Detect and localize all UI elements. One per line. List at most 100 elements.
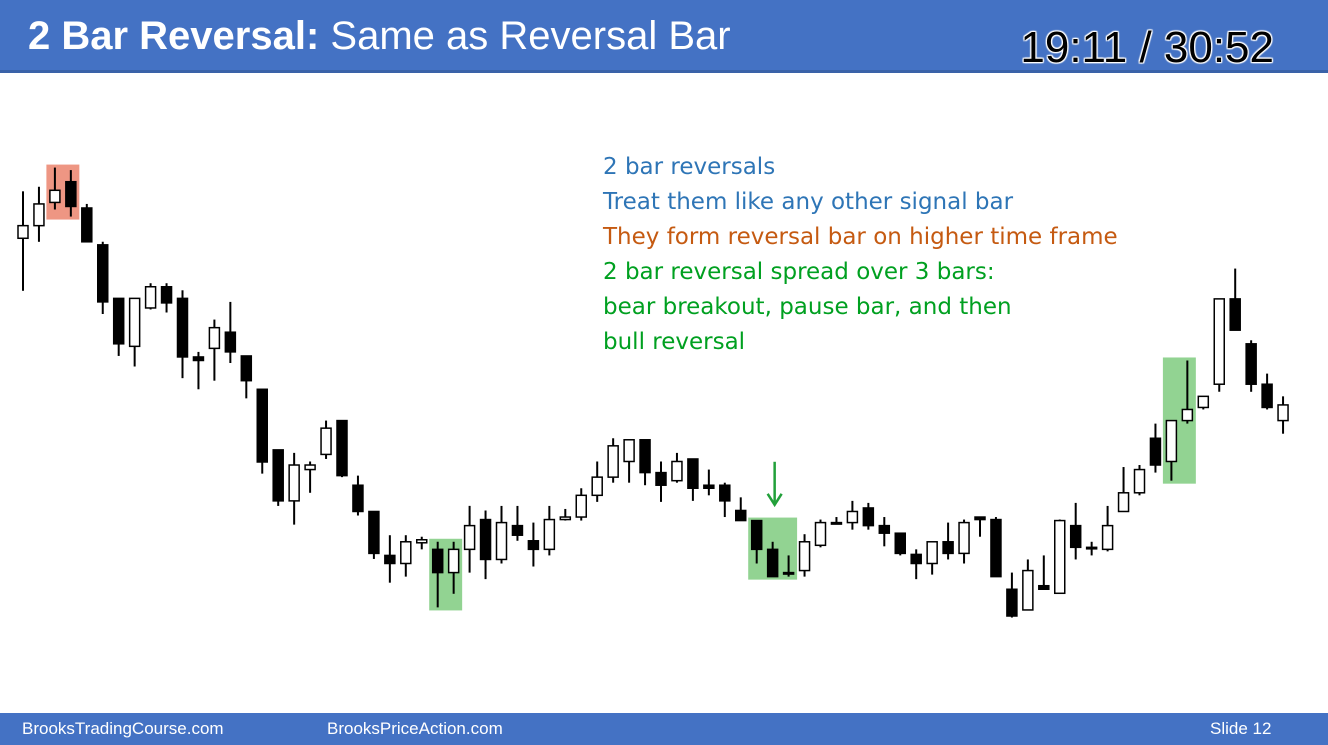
candle-24: [384, 535, 396, 583]
bull-candle-body: [591, 476, 603, 497]
bear-candle-body: [750, 519, 763, 551]
bear-candle-body: [1038, 584, 1050, 591]
bear-candle-body: [256, 388, 268, 463]
candle-75: [1197, 395, 1210, 410]
candle-51: [814, 519, 827, 548]
candle-1: [17, 191, 29, 291]
bear-candle-body: [1261, 383, 1273, 409]
bear-candle-body: [527, 540, 540, 551]
note-line-2: Treat them like any other signal bar: [603, 189, 1014, 215]
candle-15: [240, 355, 253, 399]
candle-3: [49, 167, 61, 210]
candle-39: [623, 439, 635, 483]
bull-candle-body: [304, 464, 316, 471]
title-bold: 2 Bar Reversal:: [28, 14, 320, 58]
bull-candle-body: [1022, 569, 1034, 611]
candle-49: [782, 555, 795, 577]
bear-candle-body: [639, 439, 651, 474]
bull-candle-body: [623, 439, 635, 463]
bear-candle-body: [176, 297, 189, 358]
candle-7: [112, 297, 125, 356]
bull-candle-body: [1117, 492, 1130, 513]
candle-13: [208, 319, 221, 381]
candle-16: [256, 388, 268, 474]
candle-65: [1038, 555, 1050, 591]
bear-candle-body: [1245, 343, 1257, 385]
slide-footer: BrooksTradingCourse.com BrooksPriceActio…: [0, 713, 1328, 745]
bull-candle-body: [782, 571, 795, 575]
bear-candle-body: [192, 356, 205, 362]
bull-candle-body: [607, 445, 619, 478]
candle-50: [798, 534, 811, 577]
bull-candle-body: [559, 516, 572, 521]
bear-candle-body: [687, 458, 699, 489]
candle-67: [1069, 502, 1082, 560]
bull-candle-body: [208, 326, 221, 350]
candle-33: [527, 522, 540, 567]
footer-left-link[interactable]: BrooksTradingCourse.com: [22, 719, 224, 738]
candle-61: [974, 516, 986, 537]
candle-77: [1229, 268, 1241, 331]
candle-25: [400, 535, 412, 577]
note-line-4: 2 bar reversal spread over 3 bars:: [603, 259, 995, 285]
footer-center-link[interactable]: BrooksPriceAction.com: [327, 719, 503, 738]
candle-66: [1054, 519, 1066, 595]
bull-candle-body: [671, 460, 683, 482]
bear-candle-body: [112, 297, 125, 345]
candle-80: [1277, 396, 1289, 434]
candle-20: [320, 420, 332, 459]
bear-candle-body: [910, 553, 922, 565]
bull-candle-body: [33, 203, 45, 227]
bear-candle-body: [719, 484, 731, 502]
candle-78: [1245, 340, 1257, 392]
bear-candle-body: [240, 355, 253, 382]
candle-18: [288, 452, 300, 525]
bull-candle-body: [400, 541, 412, 565]
candle-54: [862, 502, 875, 530]
bull-candle-body: [798, 541, 811, 572]
bear-candle-body: [97, 244, 109, 303]
bear-candle-body: [990, 518, 1002, 578]
bull-candle-body: [1054, 519, 1066, 595]
bull-candle-body: [416, 539, 428, 544]
candle-22: [352, 475, 364, 516]
bear-candle-body: [479, 518, 492, 561]
slide-header: 2 Bar Reversal: Same as Reversal Bar 19:…: [0, 0, 1328, 73]
candle-10: [160, 283, 173, 313]
bear-candle-body: [81, 207, 93, 243]
video-timer: 19:11 / 30:52: [1020, 23, 1274, 72]
bear-candle-body: [974, 516, 986, 521]
bull-candle-body: [1133, 468, 1146, 494]
candle-36: [575, 488, 587, 521]
bull-candle-body: [17, 224, 29, 240]
candle-52: [830, 517, 843, 525]
candle-8: [128, 297, 141, 367]
bear-candle-body: [431, 548, 444, 574]
bear-candle-body: [224, 331, 237, 353]
candle-19: [304, 461, 316, 493]
note-line-6: bull reversal: [603, 329, 746, 355]
candle-56: [894, 532, 906, 556]
bear-candle-body: [655, 471, 667, 486]
bear-candle-body: [878, 524, 891, 534]
bear-candle-body: [1229, 298, 1241, 331]
candle-29: [463, 505, 476, 573]
bear-candle-body: [703, 484, 715, 490]
bull-candle-body: [1181, 408, 1194, 422]
candle-38: [607, 438, 619, 483]
candle-46: [735, 497, 747, 522]
bull-candle-body: [463, 524, 476, 551]
bear-candle-body: [384, 554, 396, 565]
candle-48: [766, 541, 779, 578]
candle-12: [192, 351, 205, 390]
candle-76: [1213, 298, 1225, 392]
candle-34: [543, 505, 556, 556]
candle-5: [81, 203, 93, 243]
bull-candle-body: [543, 518, 556, 551]
bear-candle-body: [894, 532, 906, 555]
candle-45: [719, 482, 731, 518]
bull-candle-body: [49, 189, 61, 204]
bull-candle-body: [846, 510, 859, 524]
candle-70: [1117, 467, 1130, 513]
